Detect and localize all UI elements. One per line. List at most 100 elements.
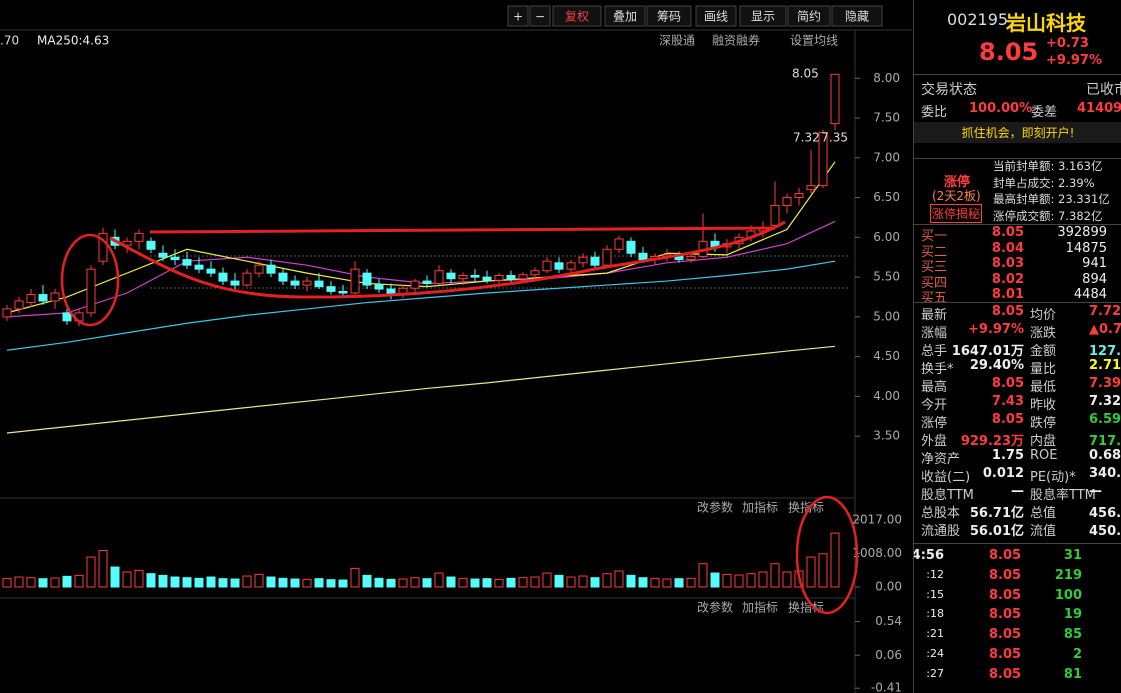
- volume-bar: [638, 577, 648, 588]
- toolbar-button[interactable]: [646, 5, 692, 27]
- toolbar-button-label[interactable]: 画线: [704, 10, 728, 24]
- candle-body: [818, 131, 828, 187]
- volume-bar: [722, 573, 732, 588]
- volume-bar: [734, 574, 744, 588]
- volume-bar: [506, 577, 516, 588]
- divider: [914, 302, 1121, 303]
- toolbar-button-label[interactable]: 叠加: [613, 10, 637, 24]
- volume-bar: [686, 577, 696, 588]
- indicator-tool: 换指标: [788, 600, 824, 615]
- stat-value: 7.32: [1089, 394, 1121, 409]
- stat-value: 7.39: [1089, 376, 1121, 391]
- toolbar-button-label[interactable]: 简约: [797, 9, 821, 24]
- volume-oval: [795, 495, 859, 615]
- toolbar-button[interactable]: [529, 5, 551, 27]
- toolbar-button-label[interactable]: 显示: [751, 10, 775, 24]
- candle-body: [230, 280, 240, 286]
- volume-bar: [338, 579, 348, 588]
- volume-bar: [434, 572, 444, 588]
- stat-value: 1647.01万: [951, 344, 1024, 359]
- toolbar-link[interactable]: 融资融券: [712, 33, 760, 48]
- divider: [914, 74, 1121, 75]
- y-tick-label: 3.50: [873, 429, 900, 443]
- volume-bar: [770, 563, 780, 588]
- toolbar-button[interactable]: [507, 5, 529, 27]
- toolbar-button-label[interactable]: 隐藏: [845, 10, 869, 24]
- y-tick-label: 0.54: [875, 614, 902, 628]
- stat-value: 340.11: [1089, 466, 1121, 481]
- limit-row: 当前封单额: 3.163亿: [993, 159, 1103, 173]
- moving-average: [6, 220, 836, 318]
- y-tick-label: 7.00: [873, 150, 900, 164]
- candle-body: [218, 272, 228, 282]
- frame: [0, 29, 912, 693]
- candle-body: [446, 272, 456, 280]
- candle-body: [566, 262, 576, 270]
- y-tick-label: -0.41: [871, 681, 902, 693]
- stat-value: 0.68%: [1089, 448, 1121, 463]
- candle-body: [686, 255, 696, 261]
- tick-time: :15: [926, 587, 944, 601]
- volume-bar: [446, 576, 456, 588]
- candle-body: [266, 264, 276, 274]
- bid-price: 8.05: [991, 225, 1024, 240]
- toolbar-link[interactable]: 设置均线: [790, 34, 838, 48]
- stat-label: 总值: [1030, 506, 1057, 521]
- volume-bar: [530, 576, 540, 588]
- toolbar-button-label[interactable]: −: [535, 10, 545, 24]
- volume-bar: [314, 578, 324, 588]
- candle-body: [338, 290, 348, 294]
- limit-row: 涨停成交额: 7.382亿: [993, 208, 1103, 223]
- limit-link[interactable]: 涨停揭秘: [930, 204, 983, 223]
- volume-bar: [350, 567, 360, 588]
- volume-bar: [182, 577, 192, 588]
- hand-drawn-annotations: [60, 220, 859, 615]
- candle-body: [62, 312, 72, 322]
- toolbar-button[interactable]: [552, 5, 602, 27]
- stat-value: 8.05: [991, 376, 1024, 391]
- volume-bar: [626, 574, 636, 588]
- toolbar-link[interactable]: 深股通: [659, 34, 695, 48]
- highlight-oval: [60, 233, 120, 327]
- toolbar-button-label[interactable]: 复权: [565, 10, 589, 24]
- toolbar-button[interactable]: [831, 5, 883, 27]
- bid-label: 买四: [921, 275, 948, 291]
- tick-volume: 31: [1063, 548, 1082, 563]
- stat-label: 股息TTM: [921, 488, 974, 503]
- candle-body: [554, 262, 564, 270]
- candle-body: [98, 232, 108, 262]
- toolbar-button[interactable]: [604, 5, 646, 27]
- volume-bar: [62, 575, 72, 588]
- stat-value: 6.59: [1089, 412, 1121, 427]
- toolbar-button-label[interactable]: 筹码: [657, 10, 681, 24]
- limit-label: 涨停: [944, 175, 971, 190]
- stat-label: 流通股: [921, 524, 961, 539]
- candle-body: [422, 280, 432, 284]
- stat-label: 最低: [1030, 380, 1057, 395]
- stat-value: 450.9亿: [1089, 524, 1121, 539]
- y-tick-label: 6.00: [873, 230, 900, 244]
- candle-body: [2, 308, 12, 318]
- volume-bar: [362, 574, 372, 588]
- stat-label: 涨幅: [921, 326, 948, 341]
- toolbar-button[interactable]: [787, 5, 831, 27]
- candle-body: [470, 275, 480, 278]
- toolbar-button[interactable]: [695, 5, 737, 27]
- toolbar-button[interactable]: [739, 5, 787, 27]
- stat-value: 0.012: [982, 466, 1024, 481]
- volume-bar: [542, 572, 552, 588]
- volume-bar: [278, 577, 288, 588]
- volume-bar: [38, 578, 48, 588]
- candle-body: [254, 264, 264, 274]
- y-tick-label: 8.00: [873, 71, 900, 85]
- toolbar-button-label[interactable]: +: [513, 10, 523, 24]
- y-tick-label: 6.50: [873, 190, 900, 204]
- stat-label: PE(动)*: [1030, 470, 1076, 485]
- volume-bar: [230, 578, 240, 588]
- volume-bar: [302, 578, 312, 588]
- candle-body: [182, 259, 192, 266]
- volume-bar: [470, 578, 480, 588]
- moving-average: [6, 345, 836, 434]
- bid-price: 8.04: [991, 240, 1024, 256]
